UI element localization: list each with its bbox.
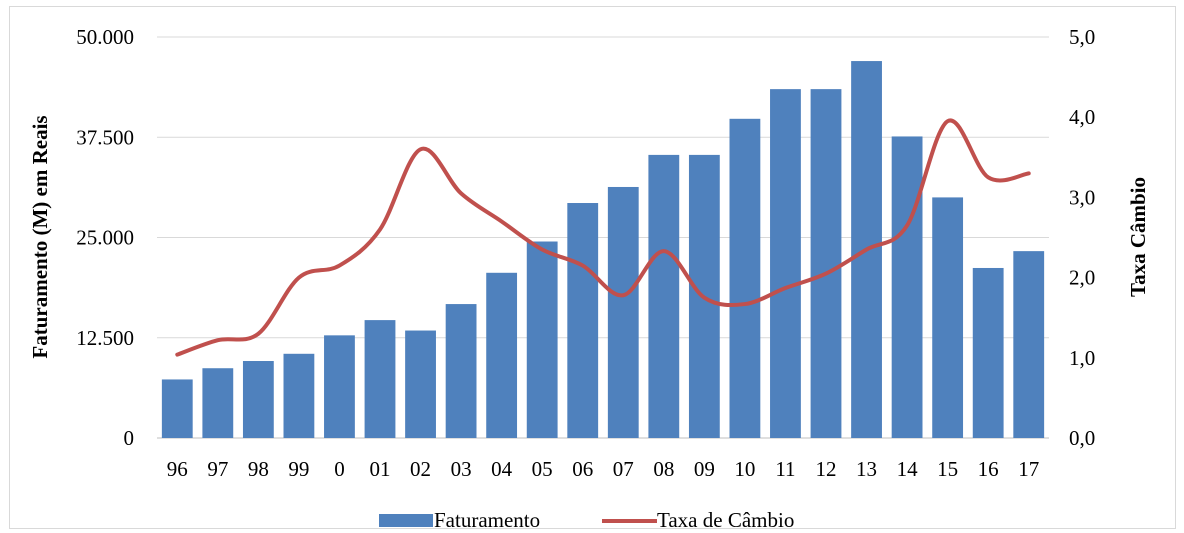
- x-tick-label: 15: [937, 457, 958, 481]
- left-tick-label: 37.500: [76, 125, 134, 149]
- right-tick-label: 2,0: [1069, 266, 1095, 290]
- x-tick-label: 99: [288, 457, 309, 481]
- bar-faturamento: [405, 330, 436, 438]
- bar-faturamento: [891, 136, 923, 438]
- x-tick-label: 05: [532, 457, 553, 481]
- left-tick-label: 50.000: [76, 25, 134, 49]
- x-tick-label: 98: [248, 457, 269, 481]
- line-taxa-de-cambio: [175, 118, 1031, 357]
- bar-faturamento: [770, 89, 801, 438]
- bar-faturamento: [364, 320, 396, 438]
- bar-faturamento: [445, 304, 477, 438]
- bar-faturamento: [729, 118, 761, 438]
- x-tick-label: 13: [856, 457, 877, 481]
- x-tick-label: 04: [491, 457, 513, 481]
- right-axis-ticks: 0,0 1,0 2,0 3,0 4,0 5,0: [1069, 25, 1095, 450]
- left-axis-title: Faturamento (M) em Reais: [28, 115, 52, 358]
- bar-faturamento: [283, 353, 315, 438]
- bar-faturamento: [161, 379, 193, 438]
- left-tick-label: 12.500: [76, 326, 134, 350]
- right-axis-title: Taxa Câmbio: [1126, 177, 1150, 297]
- legend: Faturamento Taxa de Câmbio: [379, 508, 794, 532]
- x-tick-label: 03: [451, 457, 472, 481]
- x-axis-ticks: 96 97 98 99 0 01 02 03 04 05 06 07 08 09 10 11 12 13 14 15 1…: [167, 457, 1039, 481]
- x-tick-label: 09: [694, 457, 715, 481]
- x-tick-label: 07: [613, 457, 634, 481]
- left-tick-label: 0: [124, 426, 135, 450]
- right-tick-label: 5,0: [1069, 25, 1095, 49]
- right-tick-label: 4,0: [1069, 105, 1095, 129]
- bar-faturamento: [242, 361, 274, 438]
- bar-faturamento: [324, 335, 355, 438]
- right-tick-label: 1,0: [1069, 346, 1095, 370]
- bar-faturamento: [932, 197, 964, 438]
- bar-faturamento: [1013, 251, 1045, 438]
- x-tick-label: 14: [897, 457, 919, 481]
- x-tick-label: 06: [572, 457, 593, 481]
- legend-label-faturamento: Faturamento: [434, 508, 540, 532]
- x-tick-label: 10: [734, 457, 755, 481]
- bar-faturamento: [526, 241, 558, 438]
- bar-faturamento: [972, 267, 1004, 438]
- bar-faturamento: [486, 272, 518, 438]
- right-tick-label: 0,0: [1069, 426, 1095, 450]
- x-tick-label: 16: [978, 457, 999, 481]
- bar-series: [161, 61, 1045, 439]
- bar-faturamento: [607, 186, 639, 438]
- bar-faturamento: [648, 154, 680, 439]
- x-tick-label: 96: [167, 457, 188, 481]
- bar-faturamento: [810, 89, 842, 438]
- line-series: [175, 118, 1031, 357]
- right-tick-label: 3,0: [1069, 185, 1095, 209]
- x-tick-label: 08: [653, 457, 674, 481]
- x-tick-label: 01: [370, 457, 391, 481]
- bar-faturamento: [567, 203, 599, 438]
- x-tick-label: 11: [775, 457, 795, 481]
- x-tick-label: 97: [207, 457, 228, 481]
- left-axis-ticks: 0 12.500 25.000 37.500 50.000: [76, 25, 134, 450]
- x-tick-label: 12: [816, 457, 837, 481]
- legend-swatch-faturamento: [379, 514, 433, 527]
- x-tick-label: 02: [410, 457, 431, 481]
- x-tick-label: 0: [334, 457, 345, 481]
- legend-label-taxa-de-cambio: Taxa de Câmbio: [657, 508, 794, 532]
- x-tick-label: 17: [1018, 457, 1039, 481]
- left-tick-label: 25.000: [76, 226, 134, 250]
- bar-faturamento: [202, 368, 234, 438]
